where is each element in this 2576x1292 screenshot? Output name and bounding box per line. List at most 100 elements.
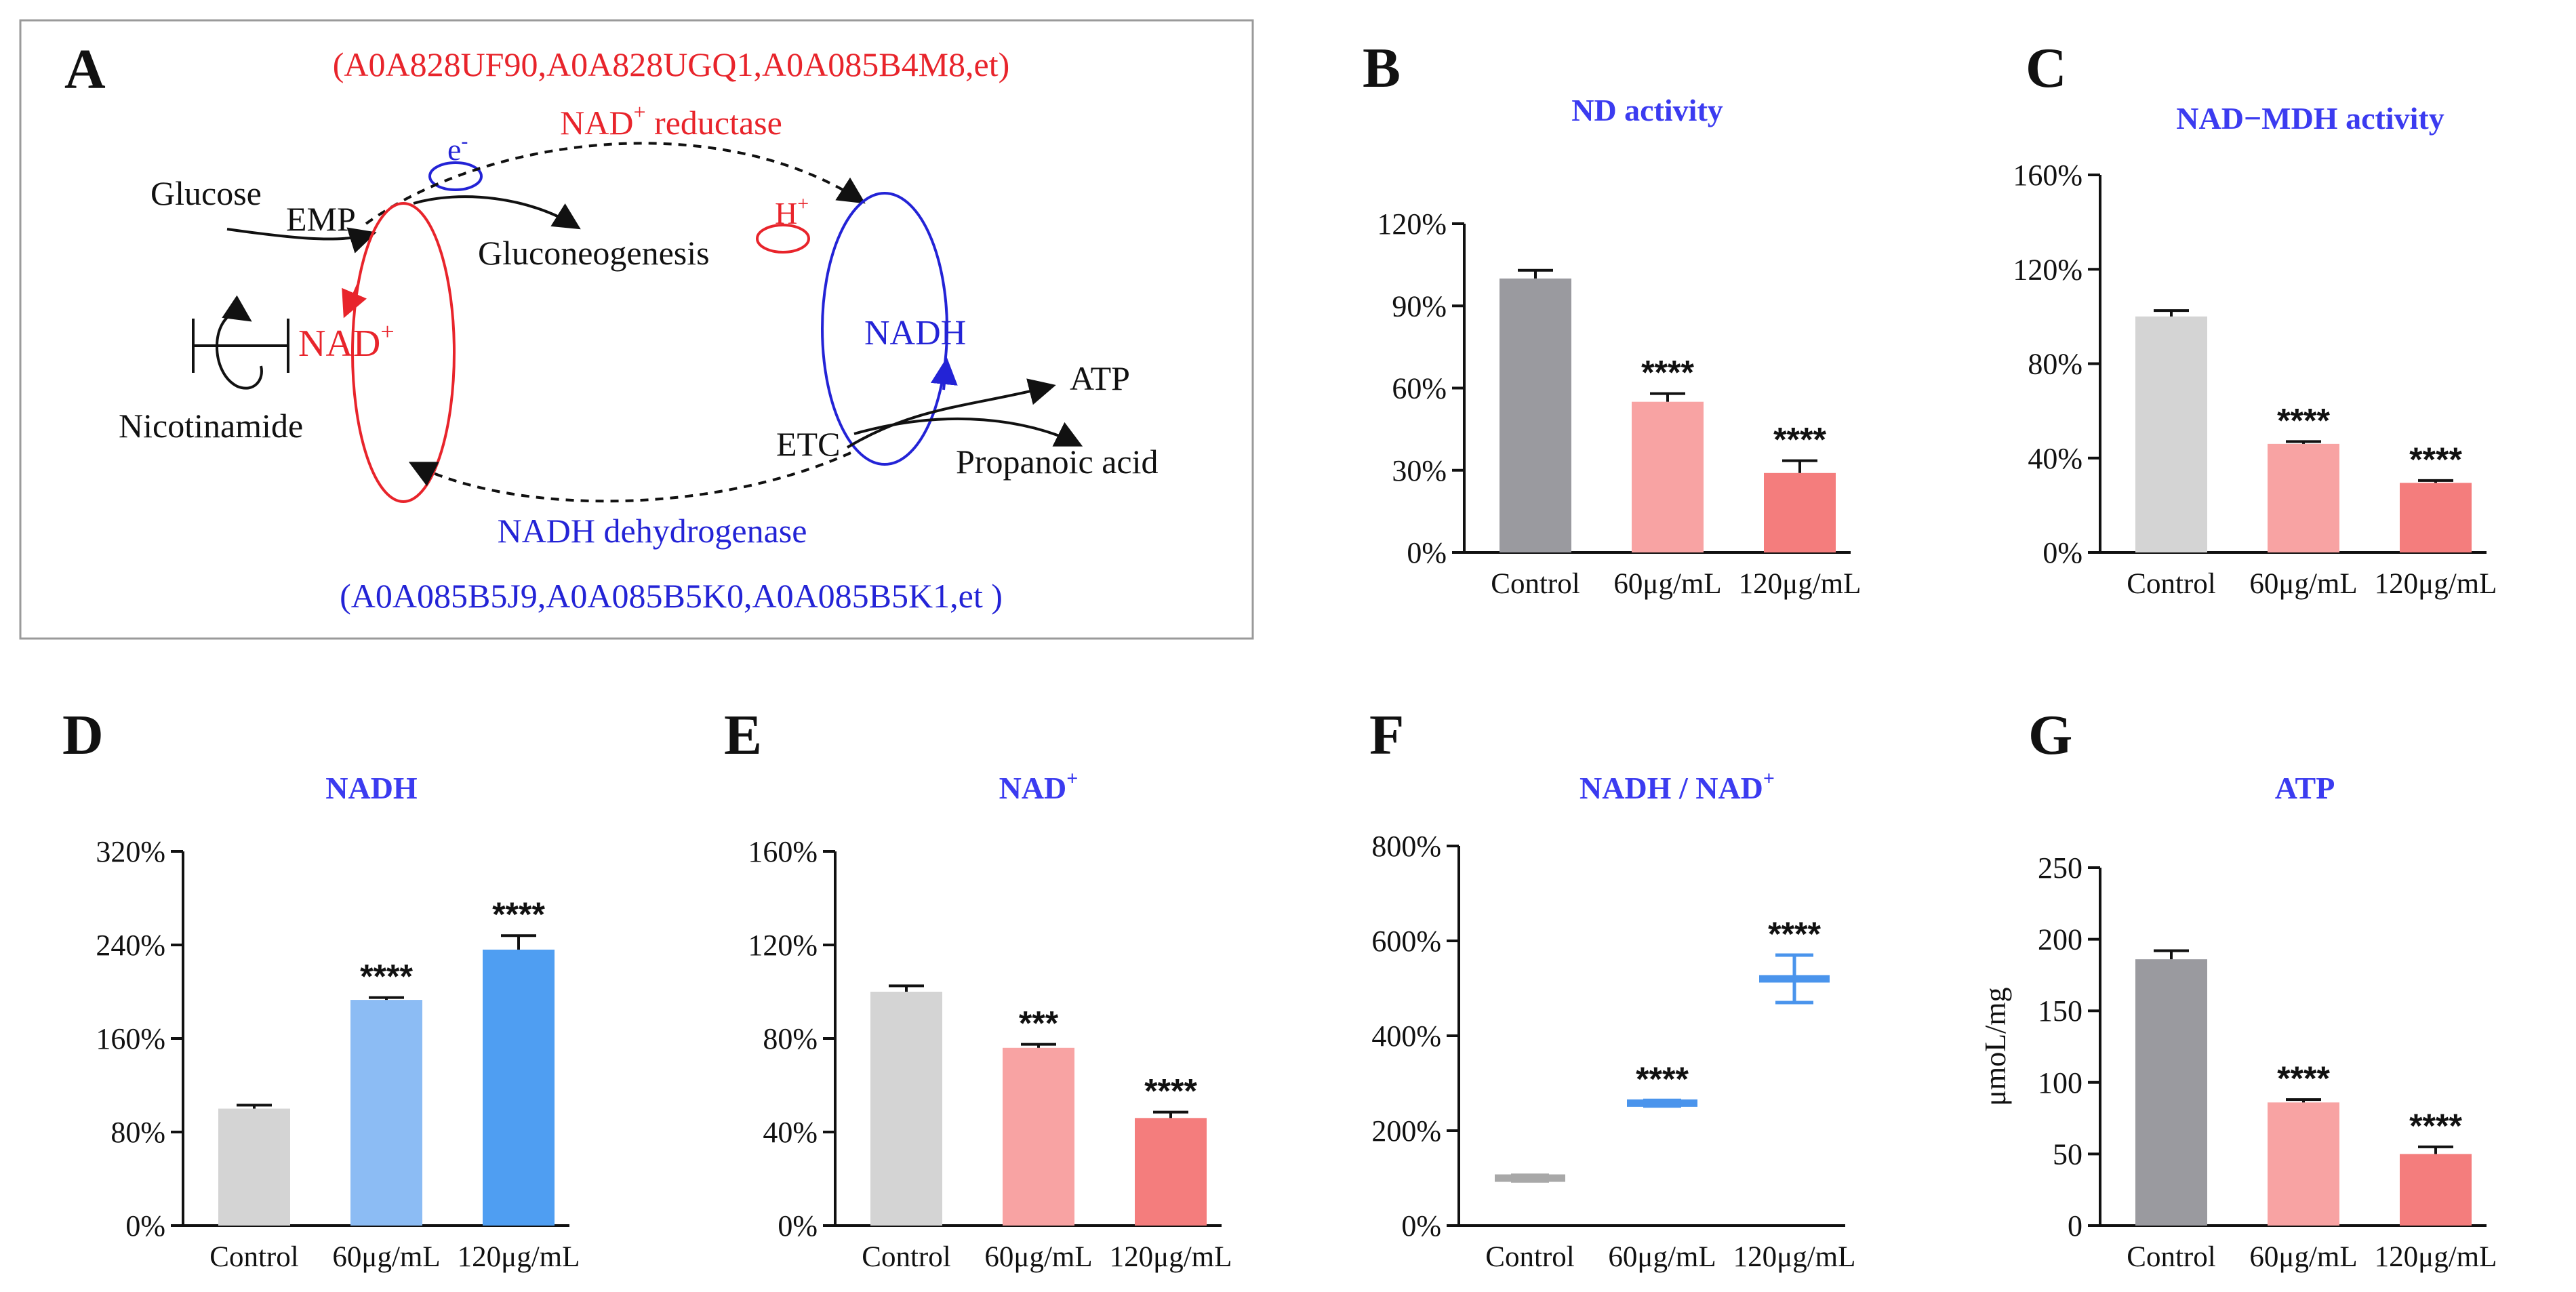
y-tick-label: 0% [778, 1209, 818, 1243]
y-tick-label: 120% [748, 929, 818, 962]
nad-reductase-dashed-arrow [365, 142, 866, 225]
nad-reductase-label: NAD+ reductase [560, 100, 782, 142]
glucose-to-emp-arrow [226, 227, 377, 254]
electron-label: e- [447, 130, 468, 167]
significance-label: **** [1636, 1060, 1689, 1098]
x-tick-label: Control [209, 1241, 298, 1273]
propanoic-arrow [853, 417, 1083, 447]
x-tick-label: 60μg/mL [1613, 568, 1721, 600]
bar [1500, 278, 1571, 552]
chart-title: NADH [325, 771, 418, 805]
nad-label: NAD+ [298, 318, 395, 365]
significance-label: **** [2409, 1107, 2462, 1145]
bar [1135, 1118, 1207, 1226]
etc-label: ETC [776, 425, 840, 463]
panel-label-c: C [2026, 37, 2067, 100]
y-tick-label: 50 [2053, 1137, 2082, 1171]
bar [2135, 959, 2207, 1226]
panel-label-d: D [62, 704, 104, 767]
y-tick-label: 250 [2038, 851, 2082, 885]
y-tick-label: 150 [2038, 994, 2082, 1028]
nad-cycle-ellipse [351, 202, 456, 503]
charts-group: B ND activity 0% 30% 60% 90% 120% Control **** 60… [62, 37, 2497, 1273]
panel-label-f: F [1369, 704, 1404, 767]
gluconeogenesis-arrow [413, 195, 581, 230]
y-tick-label: 90% [1392, 289, 1447, 323]
y-tick-label: 80% [2028, 348, 2082, 381]
significance-label: **** [1773, 421, 1826, 459]
y-tick-label: 0% [1401, 1209, 1441, 1243]
emp-label: EMP [286, 200, 356, 238]
bar [2268, 443, 2339, 552]
chart-panel-c: C NAD−MDH activity 0% 40% 80% 120% 160% Control… [2013, 37, 2497, 600]
nadh-dehydrogenase-dashed-arrow [408, 451, 851, 503]
y-axis-label: μmoL/mg [1979, 987, 2012, 1106]
proton-ellipse [756, 224, 810, 254]
chart-panel-f: F NADH / NAD+ 0% 200% 400% 600% 800% Control ***… [1369, 704, 1855, 1273]
chart-title: ATP [2275, 771, 2335, 805]
nicotinamide-loop [216, 310, 263, 390]
x-tick-label: 60μg/mL [2249, 568, 2357, 600]
x-tick-label: 60μg/mL [332, 1241, 440, 1273]
significance-label: **** [1768, 915, 1821, 953]
electron-carrier-ellipse [428, 161, 483, 191]
y-tick-label: 800% [1371, 830, 1441, 863]
bar [2135, 316, 2207, 552]
bar [870, 992, 942, 1226]
bar [350, 1000, 422, 1226]
y-tick-label: 0 [2068, 1209, 2082, 1243]
y-tick-label: 200% [1371, 1114, 1441, 1148]
y-tick-label: 0% [1407, 536, 1447, 569]
x-tick-label: 120μg/mL [1733, 1241, 1856, 1273]
panel-label-e: E [724, 704, 762, 767]
pathway-diagram: A (A0A828UF90,A0A828UGQ1,A0A085B4M8,et) … [19, 19, 1254, 640]
panel-label-a: A [64, 38, 106, 101]
proton-label: H+ [775, 193, 809, 230]
nadh-dehydrogenase-ids: (A0A085B5J9,A0A085B5K0,A0A085B5K1,et ) [340, 577, 1003, 615]
x-tick-label: 120μg/mL [2375, 568, 2497, 600]
y-tick-label: 400% [1371, 1020, 1441, 1053]
significance-label: **** [360, 958, 413, 996]
y-tick-label: 160% [748, 835, 818, 868]
significance-label: **** [492, 895, 545, 933]
significance-label: **** [1144, 1072, 1197, 1110]
atp-label: ATP [1070, 359, 1130, 397]
bar [218, 1108, 290, 1226]
chart-panel-g: G ATP 0 50 100 150 200 250 μmoL/mg Control **** 60μ… [1979, 704, 2497, 1273]
y-tick-label: 60% [1392, 372, 1447, 405]
y-tick-label: 200 [2038, 923, 2082, 956]
y-tick-label: 120% [2013, 253, 2082, 286]
chart-title: ND activity [1571, 93, 1723, 127]
y-tick-label: 0% [125, 1209, 165, 1243]
significance-label: *** [1019, 1005, 1059, 1043]
chart-panel-e: E NAD+ 0% 40% 80% 120% 160% Control *** 60μg/mL **… [724, 704, 1232, 1273]
nadh-cycle-ellipse [821, 192, 948, 466]
propanoic-label: Propanoic acid [956, 443, 1159, 481]
bar [483, 949, 555, 1226]
x-tick-label: 120μg/mL [1739, 568, 1861, 600]
panel-label-b: B [1363, 37, 1401, 100]
bar [2400, 1154, 2472, 1226]
nad-cycle-arrowhead [342, 284, 367, 319]
nicotinamide-loop-arrow [222, 295, 252, 322]
panel-label-g: G [2028, 704, 2072, 767]
bar [1003, 1047, 1074, 1226]
bar [2268, 1102, 2339, 1226]
x-tick-label: Control [1485, 1241, 1574, 1273]
x-tick-label: 120μg/mL [1110, 1241, 1232, 1273]
y-tick-label: 100 [2038, 1066, 2082, 1099]
glucose-label: Glucose [150, 174, 262, 212]
nicotinamide-label: Nicotinamide [119, 407, 303, 445]
chart-panel-b: B ND activity 0% 30% 60% 90% 120% Control **** 60… [1363, 37, 1861, 600]
chart-title: NAD−MDH activity [2176, 101, 2444, 136]
significance-label: **** [2277, 401, 2330, 439]
y-tick-label: 320% [96, 835, 165, 868]
y-tick-label: 0% [2042, 536, 2082, 569]
x-tick-label: Control [1491, 568, 1579, 600]
atp-arrow [846, 378, 1056, 449]
nadh-dehydrogenase-label: NADH dehydrogenase [498, 512, 807, 550]
gluconeogenesis-label: Gluconeogenesis [478, 234, 710, 272]
x-tick-label: 60μg/mL [1608, 1241, 1716, 1273]
x-tick-label: 120μg/mL [2375, 1241, 2497, 1273]
